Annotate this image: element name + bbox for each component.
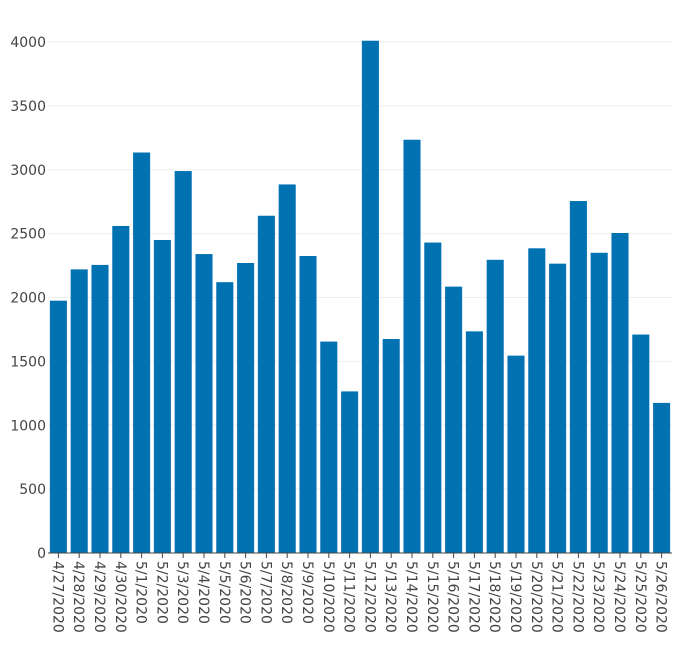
x-tick-label: 5/18/2020: [486, 561, 502, 633]
bars: [49, 40, 671, 554]
y-axis-ticks: 0 500 1000 1500 2000 2500 3000 3500 4000: [10, 35, 46, 562]
bar-5/12/2020: [361, 40, 379, 554]
bar-5/3/2020: [174, 171, 192, 553]
x-tick-label: 5/24/2020: [611, 561, 627, 633]
bar-5/6/2020: [237, 263, 255, 553]
bar-5/2/2020: [153, 240, 171, 553]
y-tick-label: 1500: [10, 354, 46, 370]
x-tick-label: 5/21/2020: [549, 561, 565, 633]
x-tick-label: 5/23/2020: [590, 561, 606, 633]
x-tick-label: 5/9/2020: [299, 561, 315, 624]
bar-4/28/2020: [70, 269, 88, 553]
x-tick-label: 5/26/2020: [653, 561, 669, 633]
x-tick-label: 5/17/2020: [465, 561, 481, 633]
y-tick-label: 500: [19, 482, 46, 498]
x-tick-label: 4/30/2020: [112, 561, 128, 633]
x-tick-label: 5/16/2020: [445, 561, 461, 633]
bar-5/16/2020: [445, 286, 463, 553]
bar-5/25/2020: [632, 334, 650, 553]
bar-5/9/2020: [299, 255, 317, 553]
x-tick-label: 5/14/2020: [403, 561, 419, 633]
x-tick-label: 5/25/2020: [632, 561, 648, 633]
gridlines: [48, 41, 672, 490]
y-tick-label: 0: [37, 546, 46, 562]
bar-4/29/2020: [91, 264, 109, 553]
x-tick-label: 5/12/2020: [361, 561, 377, 633]
bar-5/17/2020: [465, 331, 483, 553]
y-tick-label: 4000: [10, 35, 46, 51]
x-tick-label: 5/5/2020: [216, 561, 232, 624]
y-tick-label: 2500: [10, 227, 46, 243]
x-tick-label: 5/15/2020: [424, 561, 440, 633]
y-tick-label: 3500: [10, 99, 46, 115]
bar-5/1/2020: [133, 152, 151, 553]
x-tick-label: 5/22/2020: [569, 561, 585, 633]
bar-5/24/2020: [611, 232, 629, 553]
x-tick-label: 5/1/2020: [133, 561, 149, 624]
bar-5/21/2020: [549, 263, 567, 553]
bar-5/22/2020: [569, 201, 587, 553]
x-tick-label: 5/6/2020: [237, 561, 253, 624]
bar-5/15/2020: [424, 242, 442, 553]
bar-5/11/2020: [341, 391, 359, 553]
x-tick-label: 5/3/2020: [174, 561, 190, 624]
x-tick-label: 5/8/2020: [278, 561, 294, 624]
x-tick-label: 5/11/2020: [341, 561, 357, 633]
x-tick-label: 4/27/2020: [49, 561, 65, 633]
bar-5/5/2020: [216, 282, 234, 553]
x-tick-label: 4/28/2020: [70, 561, 86, 633]
bar-5/10/2020: [320, 341, 338, 553]
bar-5/8/2020: [278, 184, 296, 553]
y-tick-label: 3000: [10, 163, 46, 179]
x-tick-label: 5/10/2020: [320, 561, 336, 633]
bar-5/23/2020: [590, 252, 608, 553]
y-tick-label: 1000: [10, 418, 46, 434]
bar-5/14/2020: [403, 139, 421, 553]
bar-4/30/2020: [112, 225, 130, 553]
bar-5/26/2020: [653, 402, 671, 553]
x-tick-label: 5/2/2020: [153, 561, 169, 624]
bar-5/7/2020: [257, 215, 275, 554]
x-tick-label: 5/7/2020: [257, 561, 273, 624]
bar-5/13/2020: [382, 339, 400, 553]
bar-5/4/2020: [195, 254, 213, 553]
bar-5/18/2020: [486, 259, 504, 553]
bar-5/19/2020: [507, 355, 525, 553]
x-tick-label: 5/20/2020: [528, 561, 544, 633]
x-tick-label: 5/4/2020: [195, 561, 211, 624]
x-tick-label: 5/19/2020: [507, 561, 523, 633]
bar-5/20/2020: [528, 248, 546, 553]
bar-4/27/2020: [49, 300, 67, 553]
x-tick-label: 5/13/2020: [382, 561, 398, 633]
y-tick-label: 2000: [10, 291, 46, 307]
x-tick-label: 4/29/2020: [91, 561, 107, 633]
x-axis-ticks: 4/27/2020 4/28/2020 4/29/2020 4/30/2020 5/1/…: [49, 553, 669, 633]
